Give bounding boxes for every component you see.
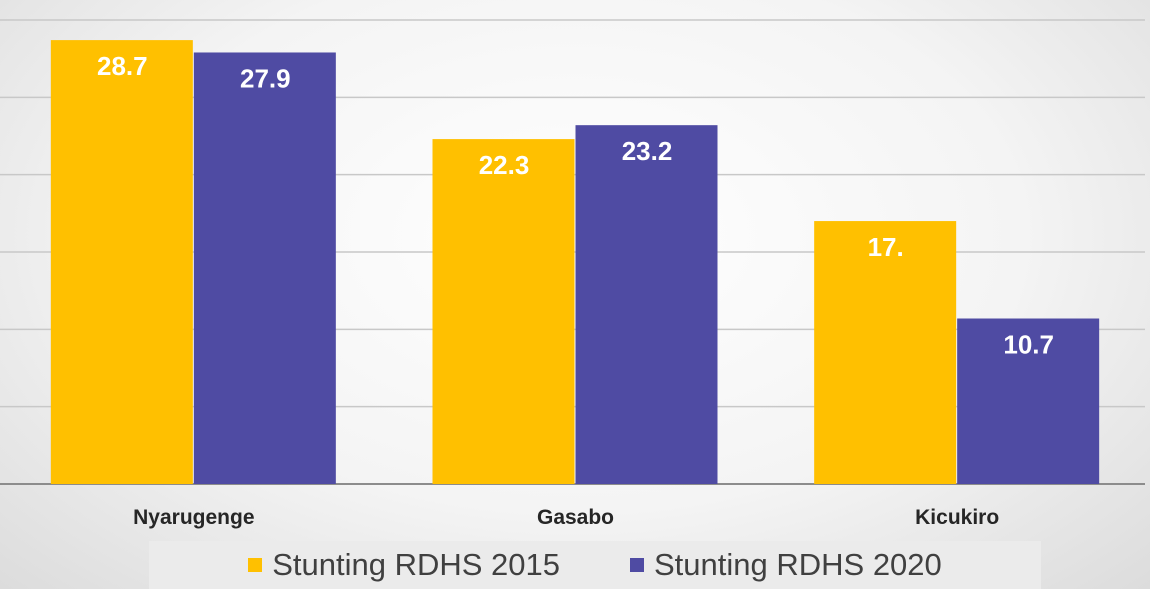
legend-item-2015: Stunting RDHS 2015	[248, 547, 560, 583]
bar	[50, 40, 193, 485]
data-label: 17.	[868, 232, 904, 262]
legend-swatch-2015	[248, 558, 263, 572]
data-label: 22.3	[479, 150, 530, 180]
x-tick-label: Nyarugenge	[133, 506, 254, 529]
bar	[193, 52, 336, 484]
data-label: 27.9	[240, 63, 291, 93]
legend-label-2015: Stunting RDHS 2015	[272, 547, 560, 582]
legend-label-2020: Stunting RDHS 2020	[654, 547, 942, 582]
legend: Stunting RDHS 2015 Stunting RDHS 2020	[149, 541, 1041, 589]
bar	[957, 318, 1100, 484]
data-label: 10.7	[1003, 330, 1054, 360]
data-label: 23.2	[622, 136, 673, 166]
legend-item-2020: Stunting RDHS 2020	[630, 547, 942, 583]
legend-swatch-2020	[630, 558, 644, 572]
x-tick-label: Kicukiro	[915, 506, 999, 529]
bar	[432, 139, 575, 485]
bar	[814, 221, 957, 485]
data-label: 28.7	[97, 51, 148, 81]
bar	[575, 125, 718, 484]
x-tick-label: Gasabo	[537, 506, 614, 529]
bar-chart-plot: 28.7 27.9 Nyarugenge 22.3 23.2 Gasabo 17. 10.7 K…	[0, 19, 1145, 529]
